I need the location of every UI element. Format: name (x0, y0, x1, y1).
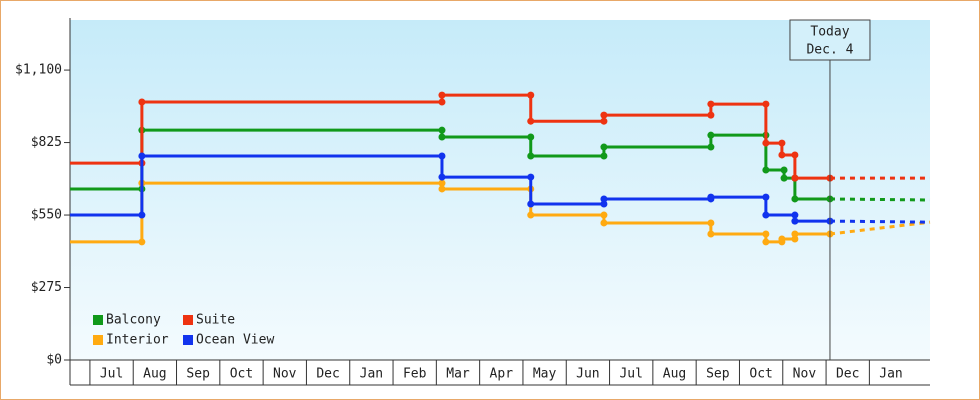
point (138, 211, 146, 219)
point (791, 235, 799, 243)
point (600, 219, 608, 227)
point (707, 193, 715, 201)
point (791, 211, 799, 219)
point (762, 238, 770, 246)
point (527, 133, 535, 141)
x-tick-label: Jul (100, 367, 123, 382)
point (791, 174, 799, 182)
legend-label: Suite (196, 313, 235, 328)
point (438, 185, 446, 193)
point (762, 139, 770, 147)
point (600, 152, 608, 160)
x-tick-label: Jan (360, 367, 383, 382)
x-tick-label: Sep (186, 367, 210, 382)
point (791, 195, 799, 203)
point (138, 152, 146, 160)
legend-label: Ocean View (196, 333, 274, 348)
point (762, 230, 770, 238)
x-tick-label: Dec (316, 367, 339, 382)
legend-swatch (93, 315, 103, 325)
point (780, 174, 788, 182)
point (138, 98, 146, 106)
x-tick-label: Feb (403, 367, 427, 382)
point (438, 152, 446, 160)
y-tick-label: $0 (46, 353, 62, 368)
point (527, 200, 535, 208)
point (527, 211, 535, 219)
x-tick-label: Jul (619, 367, 642, 382)
point (778, 151, 786, 159)
point (791, 217, 799, 225)
point (791, 151, 799, 159)
projection-line (829, 219, 931, 224)
point (600, 111, 608, 119)
point (600, 143, 608, 151)
x-tick-label: Apr (490, 367, 514, 382)
y-tick-label: $1,100 (15, 63, 62, 78)
point (527, 91, 535, 99)
today-box (789, 19, 871, 61)
point (707, 100, 715, 108)
x-tick-label: Aug (143, 367, 166, 382)
today-label: Today (810, 25, 849, 40)
x-tick-label: Mar (446, 367, 470, 382)
x-tick-label: Nov (793, 367, 817, 382)
point (762, 166, 770, 174)
point (791, 230, 799, 238)
point (527, 173, 535, 181)
point (438, 91, 446, 99)
x-tick-label: Sep (706, 367, 730, 382)
point (780, 166, 788, 174)
y-tick-label: $825 (31, 135, 62, 150)
point (527, 152, 535, 160)
x-tick-label: Jan (879, 367, 902, 382)
point (527, 117, 535, 125)
point (762, 100, 770, 108)
point (600, 200, 608, 208)
series (70, 152, 931, 225)
point (438, 179, 446, 187)
projection-line (829, 220, 931, 236)
point (438, 126, 446, 134)
point (762, 211, 770, 219)
x-tick-label: Aug (663, 367, 686, 382)
projection-line (829, 197, 931, 202)
point (778, 139, 786, 147)
legend-swatch (93, 335, 103, 345)
x-tick-label: Nov (273, 367, 297, 382)
point (138, 238, 146, 246)
legend-label: Interior (106, 333, 169, 348)
x-tick-label: Jun (576, 367, 599, 382)
point (438, 98, 446, 106)
point (600, 211, 608, 219)
y-tick-label: $550 (31, 208, 62, 223)
x-tick-label: May (533, 367, 557, 382)
legend-label: Balcony (106, 313, 161, 328)
point (600, 117, 608, 125)
point (778, 235, 786, 243)
point (762, 193, 770, 201)
point (438, 133, 446, 141)
x-tick-label: Oct (749, 367, 772, 382)
series (70, 179, 931, 246)
point (600, 195, 608, 203)
point (707, 131, 715, 139)
point (438, 173, 446, 181)
point (707, 111, 715, 119)
y-tick-label: $275 (31, 280, 62, 295)
series (70, 91, 930, 182)
today-date: Dec. 4 (806, 43, 853, 58)
x-tick-label: Dec (836, 367, 859, 382)
point (707, 219, 715, 227)
point (707, 230, 715, 238)
legend-swatch (183, 315, 193, 325)
legend-swatch (183, 335, 193, 345)
point (707, 143, 715, 151)
x-tick-label: Oct (230, 367, 253, 382)
